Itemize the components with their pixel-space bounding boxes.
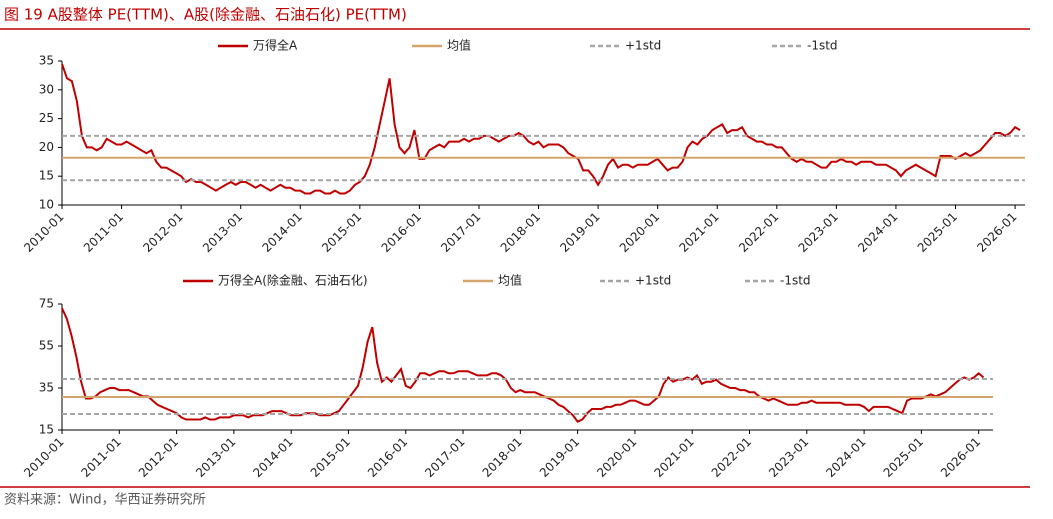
legend-label: +1std xyxy=(635,274,671,288)
x-tick-label: 2024-01 xyxy=(823,435,868,480)
y-tick-label: 20 xyxy=(39,140,54,154)
x-tick-label: 2012-01 xyxy=(136,435,181,480)
x-tick-label: 2025-01 xyxy=(915,210,960,255)
x-tick-label: 2010-01 xyxy=(21,435,66,480)
y-tick-label: 10 xyxy=(39,198,54,212)
legend-label: 均值 xyxy=(447,38,471,53)
x-tick-label: 2010-01 xyxy=(21,210,66,255)
y-tick-label: 30 xyxy=(39,82,54,96)
x-tick-label: 2016-01 xyxy=(365,435,410,480)
pe-line xyxy=(61,307,985,423)
x-tick-label: 2015-01 xyxy=(308,435,353,480)
legend-label: -1std xyxy=(780,274,811,288)
x-tick-label: 2013-01 xyxy=(193,435,238,480)
y-tick-label: 35 xyxy=(39,54,54,68)
y-tick-label: 15 xyxy=(39,423,54,437)
x-tick-label: 2013-01 xyxy=(200,210,245,255)
legend-label: 均值 xyxy=(498,273,522,288)
x-tick-label: 2015-01 xyxy=(319,210,364,255)
x-tick-label: 2011-01 xyxy=(79,435,124,480)
x-tick-label: 2011-01 xyxy=(81,210,126,255)
legend-label: -1std xyxy=(807,39,838,53)
figure-title: 图 19 A股整体 PE(TTM)、A股(除金融、石油石化) PE(TTM) xyxy=(4,6,407,24)
x-tick-label: 2022-01 xyxy=(736,210,781,255)
x-tick-label: 2019-01 xyxy=(537,435,582,480)
x-tick-label: 2019-01 xyxy=(557,210,602,255)
y-tick-label: 15 xyxy=(39,169,54,183)
x-tick-label: 2021-01 xyxy=(676,210,721,255)
legend-label: 万得全A(除金融、石油石化) xyxy=(218,273,368,288)
source: 资料来源：Wind，华西证券研究所 xyxy=(4,492,206,508)
x-tick-label: 2014-01 xyxy=(260,210,305,255)
x-tick-label: 2024-01 xyxy=(855,210,900,255)
y-tick-label: 55 xyxy=(39,339,54,353)
x-tick-label: 2023-01 xyxy=(766,435,811,480)
x-tick-label: 2016-01 xyxy=(379,210,424,255)
x-tick-label: 2026-01 xyxy=(974,210,1019,255)
x-tick-label: 2018-01 xyxy=(498,210,543,255)
x-tick-label: 2021-01 xyxy=(651,435,696,480)
x-tick-label: 2018-01 xyxy=(480,435,525,480)
x-tick-label: 2025-01 xyxy=(881,435,926,480)
y-tick-label: 75 xyxy=(39,297,54,311)
y-tick-label: 25 xyxy=(39,111,54,125)
x-tick-label: 2026-01 xyxy=(938,435,983,480)
x-tick-label: 2012-01 xyxy=(140,210,185,255)
legend-label: +1std xyxy=(625,39,661,53)
x-tick-label: 2020-01 xyxy=(594,435,639,480)
x-tick-label: 2014-01 xyxy=(250,435,295,480)
y-tick-label: 35 xyxy=(39,381,54,395)
x-tick-label: 2022-01 xyxy=(709,435,754,480)
x-tick-label: 2023-01 xyxy=(796,210,841,255)
x-tick-label: 2017-01 xyxy=(422,435,467,480)
pe-line xyxy=(61,63,1021,195)
x-tick-label: 2020-01 xyxy=(617,210,662,255)
legend-label: 万得全A xyxy=(253,38,298,53)
x-tick-label: 2017-01 xyxy=(438,210,483,255)
